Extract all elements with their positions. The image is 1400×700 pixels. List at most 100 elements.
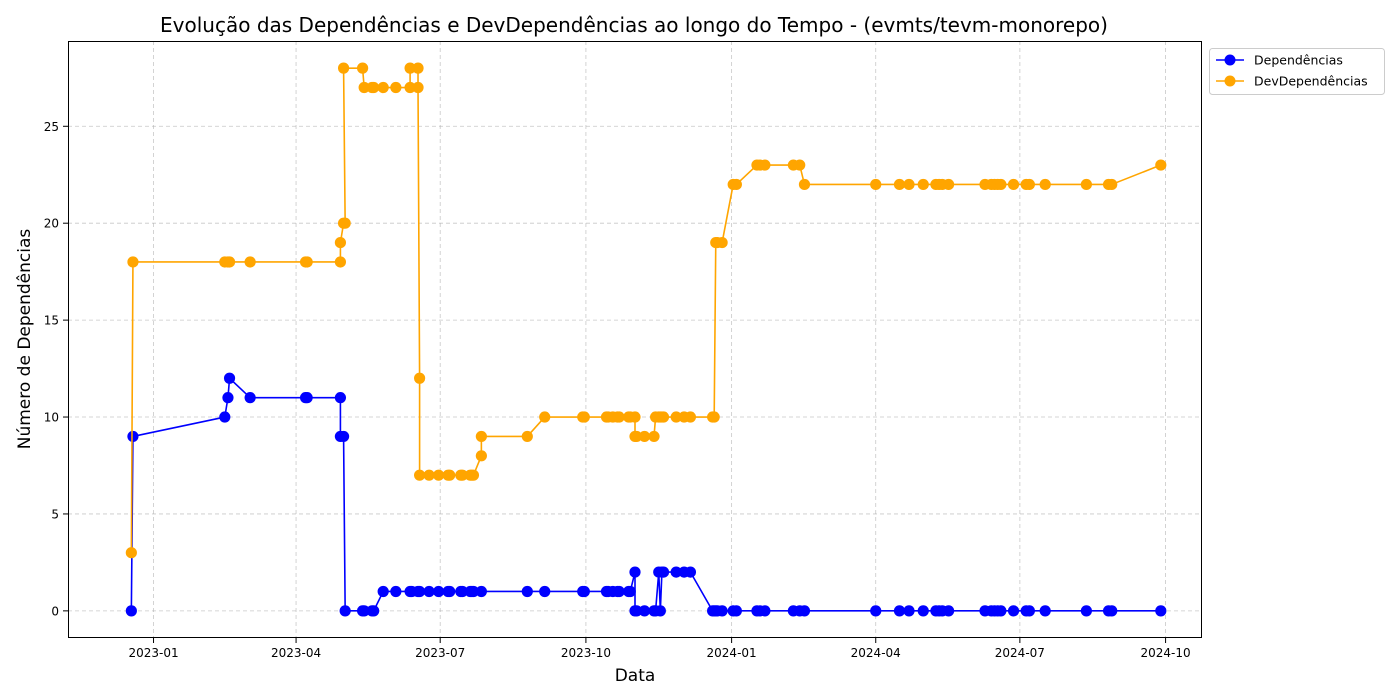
data-point-devdependencias: [638, 430, 651, 443]
data-point-devdependencias: [521, 430, 533, 443]
data-point-dependencias: [334, 392, 347, 404]
data-point-dependencias: [539, 585, 551, 598]
data-point-devdependencias: [1155, 159, 1167, 171]
data-point-devdependencias: [127, 256, 139, 268]
data-point-dependencias: [339, 605, 351, 617]
data-point-devdependencias: [648, 430, 660, 443]
data-point-devdependencias: [412, 81, 424, 94]
data-point-dependencias: [684, 566, 697, 578]
data-point-dependencias: [893, 605, 906, 617]
y-tick-label: 5: [51, 507, 59, 521]
data-point-devdependencias: [456, 469, 468, 481]
x-tick-label: 2023-01: [128, 646, 178, 660]
data-point-dependencias: [624, 585, 636, 598]
x-axis-label: Data: [615, 666, 656, 686]
data-point-devdependencias: [368, 81, 380, 94]
data-point-devdependencias: [798, 178, 811, 191]
data-point-devdependencias: [414, 372, 426, 384]
data-point-devdependencias: [356, 62, 369, 74]
series-dependencias: [125, 372, 1167, 617]
series-layer: [125, 62, 1167, 617]
ticks: 2023-01 2023-04 2023-07 2023-10 2024-01 2024-…: [44, 120, 1191, 660]
data-point-dependencias: [654, 605, 666, 617]
data-point-devdependencias: [670, 411, 682, 423]
data-point-devdependencias: [223, 256, 236, 268]
data-point-dependencias: [1106, 605, 1118, 617]
legend-marker-devdependencias: [1224, 75, 1236, 87]
data-point-devdependencias: [942, 178, 955, 191]
data-point-dependencias: [390, 585, 402, 598]
data-point-dependencias: [127, 430, 139, 443]
data-point-devdependencias: [377, 81, 389, 94]
data-point-dependencias: [798, 605, 811, 617]
data-point-devdependencias: [467, 469, 480, 481]
data-point-dependencias: [244, 392, 256, 404]
data-point-devdependencias: [708, 411, 720, 423]
data-point-dependencias: [368, 605, 380, 617]
data-point-dependencias: [578, 585, 590, 598]
data-point-dependencias: [1023, 605, 1035, 617]
data-point-dependencias: [337, 430, 350, 443]
y-tick-label: 20: [44, 217, 59, 231]
y-tick-label: 25: [44, 120, 59, 134]
data-point-devdependencias: [244, 256, 256, 268]
legend-label-dependencias: Dependências: [1254, 53, 1343, 68]
data-point-devdependencias: [870, 178, 882, 191]
data-point-dependencias: [1007, 605, 1020, 617]
y-tick-label: 15: [44, 314, 59, 328]
data-point-devdependencias: [334, 256, 347, 268]
data-point-devdependencias: [337, 62, 350, 74]
data-point-devdependencias: [339, 217, 351, 229]
legend-label-devdependencias: DevDependências: [1254, 74, 1368, 89]
data-point-devdependencias: [301, 256, 313, 268]
data-point-dependencias: [716, 605, 728, 617]
x-tick-label: 2024-04: [851, 646, 901, 660]
data-point-dependencias: [414, 585, 426, 598]
data-point-dependencias: [219, 411, 231, 423]
data-point-devdependencias: [917, 178, 929, 191]
data-point-devdependencias: [390, 81, 402, 94]
legend-box: [1209, 48, 1385, 95]
legend-marker-dependencias: [1224, 54, 1236, 66]
data-point-devdependencias: [684, 411, 697, 423]
data-point-devdependencias: [1080, 178, 1092, 191]
data-point-devdependencias: [334, 236, 347, 249]
data-point-devdependencias: [423, 469, 435, 481]
data-point-devdependencias: [1007, 178, 1020, 191]
x-tick-label: 2024-07: [995, 646, 1045, 660]
y-tick-label: 0: [51, 604, 59, 618]
data-point-dependencias: [301, 392, 313, 404]
data-point-devdependencias: [475, 430, 487, 443]
data-point-dependencias: [670, 566, 682, 578]
x-tick-label: 2024-01: [707, 646, 757, 660]
data-point-dependencias: [456, 585, 468, 598]
data-point-devdependencias: [125, 547, 137, 559]
legend: Dependências DevDependências: [1209, 48, 1385, 95]
data-point-devdependencias: [657, 411, 670, 423]
x-tick-label: 2023-10: [561, 646, 611, 660]
data-point-devdependencias: [716, 236, 728, 249]
plot-frame: [68, 41, 1202, 638]
data-point-dependencias: [759, 605, 771, 617]
chart-title: Evolução das Dependências e DevDependênc…: [160, 13, 1108, 37]
data-point-dependencias: [629, 566, 641, 578]
data-point-dependencias: [377, 585, 389, 598]
data-point-dependencias: [475, 585, 487, 598]
data-point-devdependencias: [444, 469, 456, 481]
data-point-dependencias: [630, 605, 643, 617]
data-point-devdependencias: [630, 430, 643, 443]
data-point-devdependencias: [358, 81, 370, 94]
data-point-dependencias: [638, 605, 651, 617]
x-tick-label: 2023-07: [415, 646, 465, 660]
data-point-devdependencias: [613, 411, 625, 423]
data-point-devdependencias: [1039, 178, 1051, 191]
data-point-devdependencias: [475, 450, 487, 462]
data-point-dependencias: [222, 392, 234, 404]
data-point-devdependencias: [794, 159, 806, 171]
data-point-dependencias: [657, 566, 670, 578]
data-point-dependencias: [358, 605, 370, 617]
data-point-dependencias: [1039, 605, 1051, 617]
data-point-dependencias: [521, 585, 533, 598]
